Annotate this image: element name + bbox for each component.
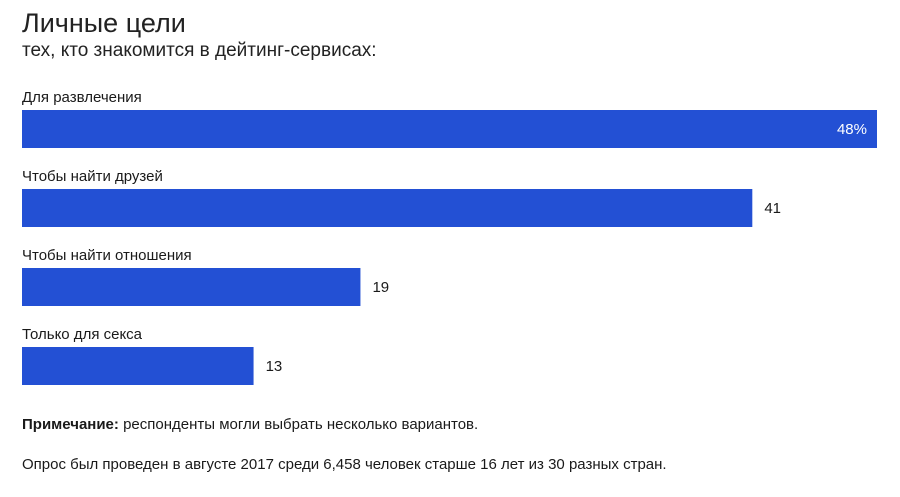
footnote-text: респонденты могли выбрать несколько вари… <box>118 416 479 433</box>
category-label: Чтобы найти отношения <box>22 247 192 264</box>
data-label: 48% <box>837 121 867 138</box>
footnote: Примечание: респонденты могли выбрать не… <box>22 416 478 433</box>
data-label: 41 <box>764 200 781 217</box>
bar <box>22 110 877 148</box>
chart-title: Личные цели <box>22 8 186 38</box>
category-label: Чтобы найти друзей <box>22 168 163 185</box>
bar <box>22 189 753 227</box>
bar <box>22 268 361 306</box>
category-label: Для развлечения <box>22 89 142 106</box>
bar <box>22 347 254 385</box>
data-label: 19 <box>372 279 389 296</box>
chart-subtitle: тех, кто знакомится в дейтинг-сервисах: <box>22 40 377 61</box>
footnote-label: Примечание: <box>22 416 119 433</box>
source-note: Опрос был проведен в августе 2017 среди … <box>22 456 667 473</box>
data-label: 13 <box>266 358 283 375</box>
category-label: Только для секса <box>22 326 143 343</box>
bar-chart: Для развлечения 48% Чтобы найти друзей 41 Чт… <box>22 89 877 385</box>
